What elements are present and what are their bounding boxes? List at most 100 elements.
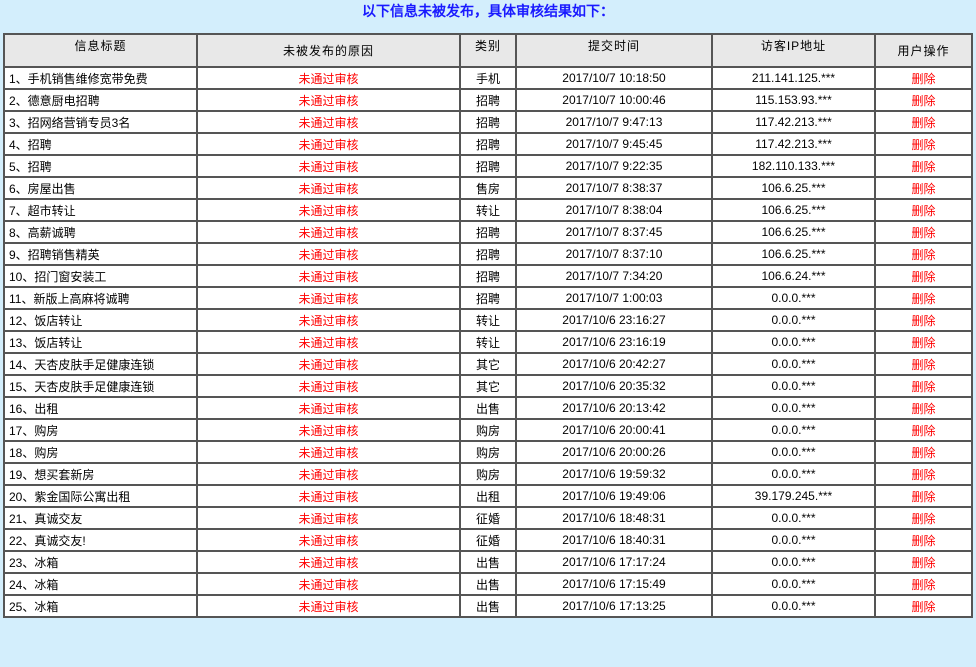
- info-title: 21、真诚交友: [3, 506, 198, 530]
- reason: 未通过审核: [196, 594, 461, 618]
- delete-link[interactable]: 删除: [874, 462, 973, 486]
- info-title: 1、手机销售维修宽带免费: [3, 66, 198, 90]
- visitor-ip: 106.6.24.***: [711, 264, 876, 288]
- submit-time: 2017/10/6 18:40:31: [515, 528, 713, 552]
- submit-time: 2017/10/6 23:16:27: [515, 308, 713, 332]
- info-title: 8、高薪诚聘: [3, 220, 198, 244]
- submit-time: 2017/10/6 17:15:49: [515, 572, 713, 596]
- info-title: 17、购房: [3, 418, 198, 442]
- delete-link[interactable]: 删除: [874, 440, 973, 464]
- category: 其它: [459, 352, 517, 376]
- delete-link[interactable]: 删除: [874, 88, 973, 112]
- reason: 未通过审核: [196, 198, 461, 222]
- reason: 未通过审核: [196, 176, 461, 200]
- submit-time: 2017/10/7 8:38:37: [515, 176, 713, 200]
- reason: 未通过审核: [196, 264, 461, 288]
- submit-time: 2017/10/7 10:00:46: [515, 88, 713, 112]
- category: 出售: [459, 572, 517, 596]
- visitor-ip: 0.0.0.***: [711, 550, 876, 574]
- visitor-ip: 115.153.93.***: [711, 88, 876, 112]
- delete-link[interactable]: 删除: [874, 198, 973, 222]
- submit-time: 2017/10/6 20:00:26: [515, 440, 713, 464]
- delete-link[interactable]: 删除: [874, 418, 973, 442]
- info-title: 15、天杏皮肤手足健康连锁: [3, 374, 198, 398]
- submit-time: 2017/10/6 20:13:42: [515, 396, 713, 420]
- visitor-ip: 211.141.125.***: [711, 66, 876, 90]
- category: 征婚: [459, 506, 517, 530]
- visitor-ip: 106.6.25.***: [711, 198, 876, 222]
- visitor-ip: 0.0.0.***: [711, 374, 876, 398]
- visitor-ip: 0.0.0.***: [711, 352, 876, 376]
- submit-time: 2017/10/6 17:13:25: [515, 594, 713, 618]
- info-title: 14、天杏皮肤手足健康连锁: [3, 352, 198, 376]
- reason: 未通过审核: [196, 506, 461, 530]
- table-row: 11、新版上高麻将诚聘 未通过审核 招聘 2017/10/7 1:00:03 0.0.0…: [3, 286, 973, 310]
- info-title: 13、饭店转让: [3, 330, 198, 354]
- unpublished-table: 信息标题 未被发布的原因 类别 提交时间 访客IP地址 用户操作 1、手机销售维…: [3, 33, 973, 618]
- visitor-ip: 0.0.0.***: [711, 506, 876, 530]
- table-row: 24、冰箱 未通过审核 出售 2017/10/6 17:15:49 0.0.0.*** 删…: [3, 572, 973, 596]
- info-title: 16、出租: [3, 396, 198, 420]
- info-title: 6、房屋出售: [3, 176, 198, 200]
- category: 出租: [459, 484, 517, 508]
- category: 招聘: [459, 286, 517, 310]
- reason: 未通过审核: [196, 88, 461, 112]
- header-category: 类别: [459, 33, 517, 68]
- delete-link[interactable]: 删除: [874, 264, 973, 288]
- reason: 未通过审核: [196, 462, 461, 486]
- table-row: 7、超市转让 未通过审核 转让 2017/10/7 8:38:04 106.6.25.*…: [3, 198, 973, 222]
- delete-link[interactable]: 删除: [874, 396, 973, 420]
- delete-link[interactable]: 删除: [874, 528, 973, 552]
- reason: 未通过审核: [196, 330, 461, 354]
- table-row: 8、高薪诚聘 未通过审核 招聘 2017/10/7 8:37:45 106.6.25.*…: [3, 220, 973, 244]
- submit-time: 2017/10/6 19:49:06: [515, 484, 713, 508]
- visitor-ip: 106.6.25.***: [711, 220, 876, 244]
- submit-time: 2017/10/7 1:00:03: [515, 286, 713, 310]
- visitor-ip: 0.0.0.***: [711, 462, 876, 486]
- submit-time: 2017/10/6 20:42:27: [515, 352, 713, 376]
- visitor-ip: 0.0.0.***: [711, 308, 876, 332]
- category: 转让: [459, 330, 517, 354]
- submit-time: 2017/10/7 10:18:50: [515, 66, 713, 90]
- delete-link[interactable]: 删除: [874, 66, 973, 90]
- submit-time: 2017/10/6 20:00:41: [515, 418, 713, 442]
- category: 购房: [459, 418, 517, 442]
- visitor-ip: 0.0.0.***: [711, 528, 876, 552]
- category: 转让: [459, 308, 517, 332]
- delete-link[interactable]: 删除: [874, 506, 973, 530]
- delete-link[interactable]: 删除: [874, 352, 973, 376]
- table-row: 12、饭店转让 未通过审核 转让 2017/10/6 23:16:27 0.0.0.**…: [3, 308, 973, 332]
- submit-time: 2017/10/7 8:37:10: [515, 242, 713, 266]
- delete-link[interactable]: 删除: [874, 176, 973, 200]
- delete-link[interactable]: 删除: [874, 286, 973, 310]
- submit-time: 2017/10/6 23:16:19: [515, 330, 713, 354]
- visitor-ip: 39.179.245.***: [711, 484, 876, 508]
- delete-link[interactable]: 删除: [874, 154, 973, 178]
- delete-link[interactable]: 删除: [874, 484, 973, 508]
- info-title: 2、德意厨电招聘: [3, 88, 198, 112]
- visitor-ip: 0.0.0.***: [711, 286, 876, 310]
- delete-link[interactable]: 删除: [874, 572, 973, 596]
- table-row: 9、招聘销售精英 未通过审核 招聘 2017/10/7 8:37:10 106.6.25…: [3, 242, 973, 266]
- reason: 未通过审核: [196, 396, 461, 420]
- header-ip: 访客IP地址: [711, 33, 876, 68]
- table-row: 10、招门窗安装工 未通过审核 招聘 2017/10/7 7:34:20 106.6.2…: [3, 264, 973, 288]
- delete-link[interactable]: 删除: [874, 242, 973, 266]
- info-title: 12、饭店转让: [3, 308, 198, 332]
- visitor-ip: 0.0.0.***: [711, 594, 876, 618]
- visitor-ip: 0.0.0.***: [711, 418, 876, 442]
- delete-link[interactable]: 删除: [874, 330, 973, 354]
- info-title: 23、冰箱: [3, 550, 198, 574]
- delete-link[interactable]: 删除: [874, 110, 973, 134]
- delete-link[interactable]: 删除: [874, 594, 973, 618]
- delete-link[interactable]: 删除: [874, 308, 973, 332]
- visitor-ip: 106.6.25.***: [711, 242, 876, 266]
- table-row: 6、房屋出售 未通过审核 售房 2017/10/7 8:38:37 106.6.25.*…: [3, 176, 973, 200]
- info-title: 19、想买套新房: [3, 462, 198, 486]
- delete-link[interactable]: 删除: [874, 220, 973, 244]
- category: 出售: [459, 396, 517, 420]
- delete-link[interactable]: 删除: [874, 374, 973, 398]
- delete-link[interactable]: 删除: [874, 132, 973, 156]
- table-row: 15、天杏皮肤手足健康连锁 未通过审核 其它 2017/10/6 20:35:32 0.…: [3, 374, 973, 398]
- delete-link[interactable]: 删除: [874, 550, 973, 574]
